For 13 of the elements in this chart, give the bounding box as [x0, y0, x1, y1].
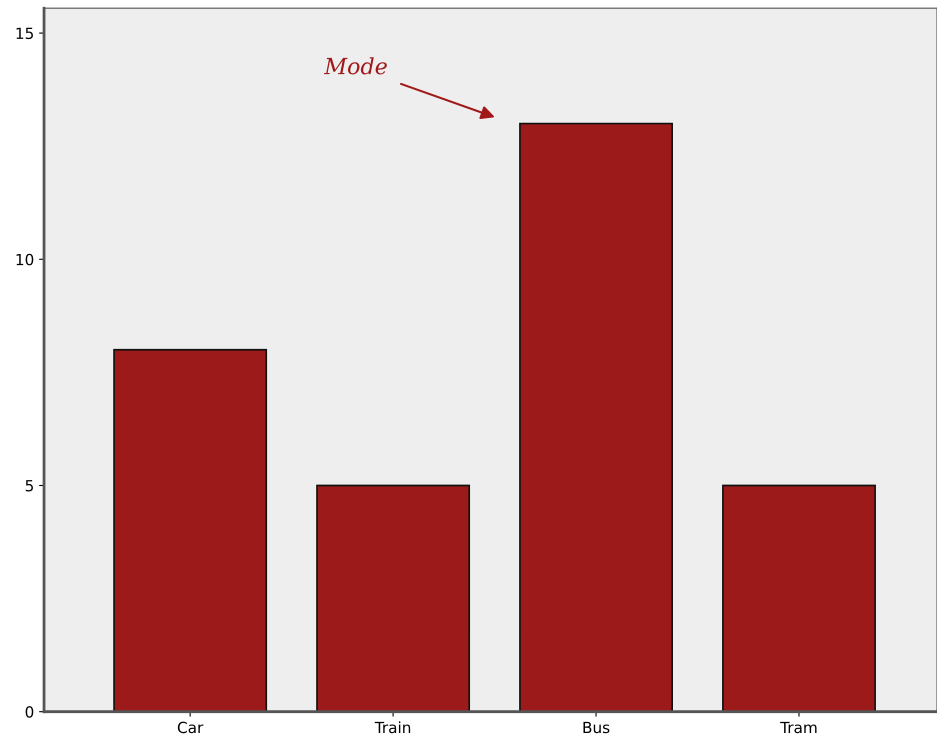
- x-tick-label: Car: [178, 722, 204, 734]
- y-tick-label: 0: [26, 706, 34, 718]
- bar: [113, 348, 268, 712]
- bar: [722, 484, 876, 712]
- x-tick-label: Train: [374, 721, 410, 734]
- bar: [519, 122, 673, 712]
- y-tick-label: 10: [16, 254, 34, 266]
- x-tick-label: Tram: [780, 722, 817, 734]
- x-tick-label: Bus: [583, 722, 610, 734]
- y-tick-label: 5: [26, 480, 33, 492]
- y-tick-label: 15: [16, 28, 33, 40]
- annotation: Mode: [324, 57, 387, 74]
- bar: [316, 484, 470, 712]
